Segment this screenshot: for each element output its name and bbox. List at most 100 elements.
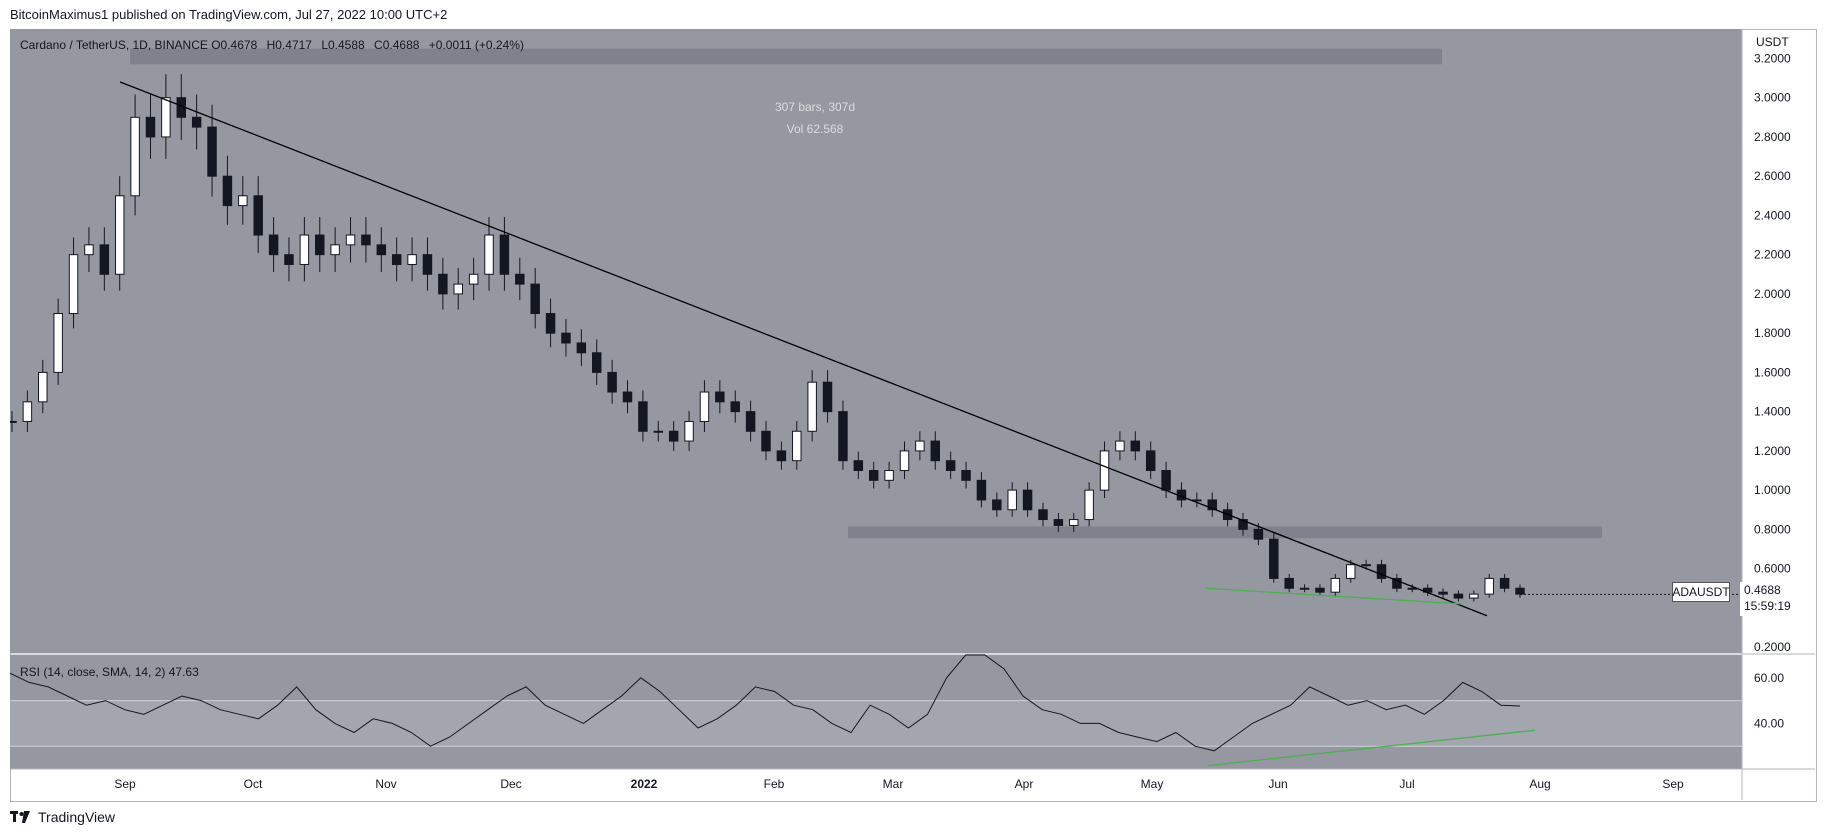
- time-tick-label: Jun: [1268, 777, 1287, 791]
- candle-body: [684, 420, 694, 442]
- candle-body: [376, 244, 387, 256]
- rsi-legend: RSI (14, close, SMA, 14, 2) 47.63: [20, 665, 199, 679]
- candle-body: [745, 411, 756, 432]
- candle-body: [945, 460, 956, 472]
- candle-body: [668, 430, 679, 442]
- rsi-band: [10, 700, 1742, 747]
- price-tick-label: 1.4000: [1754, 405, 1791, 419]
- candle-body: [191, 116, 202, 128]
- candle-body: [1084, 489, 1094, 521]
- time-tick-label: Mar: [883, 777, 904, 791]
- candle-body: [1038, 509, 1048, 521]
- candle-body: [1361, 564, 1371, 567]
- last-price-box: 0.4688 15:59:19: [1740, 582, 1812, 616]
- candle-body: [238, 195, 248, 207]
- time-tick-label: Feb: [764, 777, 785, 791]
- candle-body: [730, 401, 740, 413]
- candle-body: [930, 440, 940, 462]
- candle-body: [68, 254, 79, 315]
- price-tick-label: 1.0000: [1754, 483, 1791, 497]
- change-value: +0.0011 (+0.24%): [428, 38, 524, 52]
- candle-body: [422, 254, 433, 275]
- candle-body: [545, 313, 556, 334]
- high-label: H: [266, 38, 276, 52]
- candle-body: [1269, 538, 1279, 579]
- rsi-label: RSI (14, close, SMA, 14, 2): [20, 665, 166, 679]
- footer: TradingView: [10, 809, 115, 825]
- candle-body: [1161, 470, 1171, 491]
- candle-body: [853, 460, 864, 472]
- measure-bars: 307 bars, 307d: [774, 100, 856, 114]
- candle-body: [992, 499, 1002, 511]
- candle-body: [1115, 440, 1125, 452]
- candle-body: [222, 175, 233, 207]
- ohlc-legend: Cardano / TetherUS, 1D, BINANCE O0.4678 …: [20, 38, 524, 52]
- time-tick-label: May: [1141, 777, 1164, 791]
- candle-body: [1099, 450, 1110, 491]
- high-value: 0.4717: [275, 38, 312, 52]
- candle-body: [299, 234, 310, 265]
- price-tick-label: 2.2000: [1754, 248, 1791, 262]
- candle-body: [145, 116, 156, 138]
- candle-body: [1515, 587, 1525, 595]
- price-tick-label: 0.2000: [1754, 640, 1791, 654]
- open-label: O: [211, 38, 221, 52]
- candle-body: [38, 371, 48, 403]
- candle-body: [1330, 577, 1341, 593]
- open-value: 0.4678: [220, 38, 258, 52]
- candle-body: [899, 450, 910, 472]
- support-zone-middle: [848, 526, 1602, 539]
- candle-body: [499, 234, 510, 275]
- candle-body: [207, 126, 217, 177]
- time-tick-label: Sep: [1662, 777, 1684, 791]
- candle-body: [284, 254, 294, 265]
- candle-body: [653, 430, 664, 433]
- footer-brand: TradingView: [38, 809, 116, 825]
- candle-body: [976, 479, 987, 501]
- candle-body: [1499, 577, 1510, 589]
- candle-body: [1145, 450, 1156, 472]
- candle-body: [1315, 587, 1325, 593]
- candle-body: [484, 234, 494, 275]
- price-pane: [10, 29, 1742, 653]
- candle-body: [1069, 519, 1079, 526]
- candle-body: [838, 411, 848, 462]
- candle-body: [1346, 564, 1356, 579]
- candle-body: [53, 313, 63, 373]
- candle-body: [807, 381, 817, 432]
- candle-body: [468, 273, 479, 285]
- measure-volume: Vol 62.568: [786, 122, 844, 136]
- candle-body: [592, 352, 602, 373]
- candle-body: [1484, 577, 1494, 595]
- candle-body: [438, 273, 448, 295]
- descending-trendline: [119, 81, 1488, 617]
- candle-body: [576, 342, 587, 354]
- candle-body: [715, 391, 725, 403]
- candle-body: [1253, 528, 1264, 540]
- price-tick-label: 1.6000: [1754, 365, 1791, 379]
- candle-body: [1453, 593, 1464, 599]
- candle-body: [330, 244, 340, 256]
- low-label: L: [321, 38, 328, 52]
- symbol-label: Cardano / TetherUS, 1D, BINANCE: [20, 38, 208, 52]
- price-chart[interactable]: USDT0.20000.40000.60000.80001.00001.2000…: [10, 29, 1815, 800]
- low-value: 0.4588: [328, 38, 365, 52]
- candle-body: [84, 244, 94, 256]
- candle-body: [792, 430, 802, 462]
- candle-body: [1022, 489, 1033, 511]
- candle-body: [114, 195, 125, 275]
- publish-header: BitcoinMaximus1 published on TradingView…: [10, 7, 448, 22]
- candle-body: [407, 254, 417, 265]
- price-tick-label: 1.2000: [1754, 444, 1791, 458]
- price-tick-label: 2.6000: [1754, 169, 1791, 183]
- candle-body: [607, 371, 617, 393]
- rsi-tick-label: 40.00: [1754, 716, 1784, 730]
- candle-body: [1130, 440, 1141, 452]
- price-tick-label: 0.8000: [1754, 522, 1791, 536]
- candle-body: [868, 470, 879, 481]
- candle-body: [99, 244, 110, 275]
- time-tick-label: Aug: [1529, 777, 1550, 791]
- candle-body: [345, 234, 356, 246]
- last-price-value: 0.4688: [1744, 583, 1781, 597]
- candle-body: [961, 470, 971, 481]
